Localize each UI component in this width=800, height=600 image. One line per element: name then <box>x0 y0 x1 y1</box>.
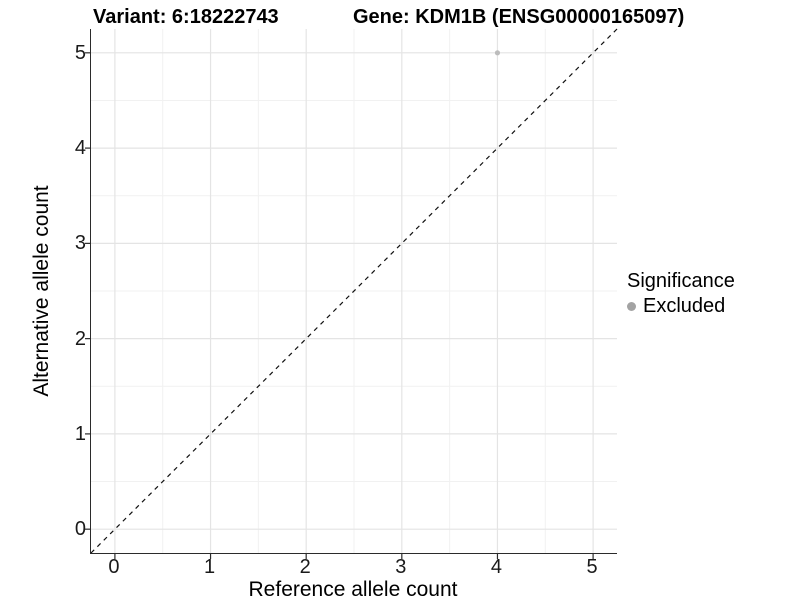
y-axis-title: Alternative allele count <box>30 185 53 397</box>
legend-entry-excluded: Excluded <box>627 295 735 318</box>
x-axis-title: Reference allele count <box>248 578 458 600</box>
y-tick-label: 1 <box>74 422 86 445</box>
plot-canvas <box>85 28 618 559</box>
plot-title-variant: Variant: 6:18222743 <box>93 6 279 28</box>
data-point <box>494 50 501 56</box>
y-tick-label: 5 <box>74 41 86 64</box>
legend-point-icon <box>627 302 636 311</box>
legend-title: Significance <box>627 270 735 292</box>
x-tick-label: 2 <box>299 556 311 578</box>
x-tick-label: 5 <box>586 556 598 578</box>
x-tick-label: 1 <box>203 556 216 578</box>
plot-title-gene: Gene: KDM1B (ENSG00000165097) <box>353 6 685 28</box>
plot-panel <box>85 28 618 559</box>
y-tick-label: 2 <box>74 327 86 350</box>
x-tick-label: 4 <box>490 556 503 578</box>
y-tick-label: 4 <box>74 137 86 160</box>
legend: Significance Excluded <box>627 270 735 318</box>
y-tick-label: 3 <box>74 232 86 255</box>
legend-entry-label: Excluded <box>643 295 726 317</box>
y-tick-label: 0 <box>74 518 86 541</box>
x-tick-label: 0 <box>108 556 120 578</box>
x-tick-label: 3 <box>395 556 407 578</box>
